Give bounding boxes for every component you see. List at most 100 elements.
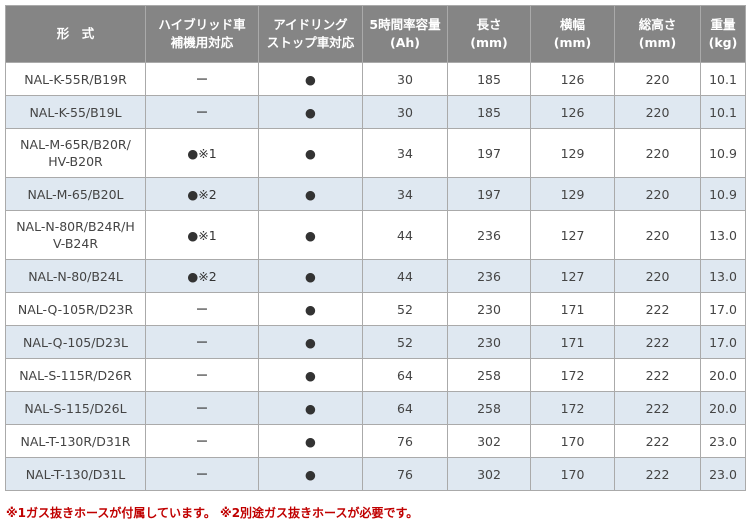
model-cell: NAL-K-55/B19L — [5, 95, 146, 129]
header-cell: 5時間率容量 (Ah) — [362, 5, 448, 63]
model-cell: NAL-K-55R/B19R — [5, 62, 146, 96]
cell: 222 — [614, 424, 701, 458]
cell: ● — [258, 457, 363, 491]
cell: 171 — [530, 292, 615, 326]
cell: 172 — [530, 391, 615, 425]
cell: 10.9 — [700, 128, 746, 178]
cell: 10.1 — [700, 62, 746, 96]
cell: 222 — [614, 391, 701, 425]
cell: 222 — [614, 292, 701, 326]
header-cell: ハイブリッド車 補機用対応 — [145, 5, 259, 63]
cell: 30 — [362, 62, 448, 96]
cell: 172 — [530, 358, 615, 392]
cell: 258 — [447, 391, 531, 425]
header-text: アイドリング — [273, 17, 348, 32]
cell: 34 — [362, 128, 448, 178]
table-body: NAL-K-55R/B19R ー ● 30 185 126 220 10.1 NAL-K-55/… — [5, 62, 746, 491]
model-cell: NAL-M-65/B20L — [5, 177, 146, 211]
cell: ー — [145, 95, 259, 129]
header-text: (Ah) — [390, 35, 420, 50]
cell: 126 — [530, 62, 615, 96]
header-cell: 重量 (kg) — [700, 5, 746, 63]
header-text: 長さ — [476, 17, 502, 32]
cell: ● — [258, 424, 363, 458]
cell: 222 — [614, 325, 701, 359]
table-row: NAL-Q-105R/D23R ー ● 52 230 171 222 17.0 — [5, 292, 746, 326]
model-cell: NAL-T-130R/D31R — [5, 424, 146, 458]
header-text: (mm) — [553, 35, 592, 50]
cell: 222 — [614, 358, 701, 392]
cell: 17.0 — [700, 325, 746, 359]
cell: 129 — [530, 128, 615, 178]
header-text: (kg) — [708, 35, 738, 50]
cell: 13.0 — [700, 210, 746, 260]
cell: 76 — [362, 457, 448, 491]
cell: ●※2 — [145, 259, 259, 293]
header-cell: アイドリング ストップ車対応 — [258, 5, 363, 63]
cell: ー — [145, 292, 259, 326]
cell: 220 — [614, 177, 701, 211]
cell: 20.0 — [700, 358, 746, 392]
cell: ー — [145, 424, 259, 458]
cell: 44 — [362, 210, 448, 260]
cell: 236 — [447, 259, 531, 293]
cell: ● — [258, 62, 363, 96]
footnote: ※1ガス抜きホースが付属しています。 ※2別途ガス抜きホースが必要です。 — [6, 506, 419, 520]
table-row: NAL-K-55/B19L ー ● 30 185 126 220 10.1 — [5, 95, 746, 129]
header-cell: 横幅 (mm) — [530, 5, 615, 63]
cell: 17.0 — [700, 292, 746, 326]
table-row: NAL-N-80/B24L ●※2 ● 44 236 127 220 13.0 — [5, 259, 746, 293]
cell: ー — [145, 62, 259, 96]
cell: 64 — [362, 391, 448, 425]
cell: 230 — [447, 325, 531, 359]
table-row: NAL-N-80R/B24R/HV-B24R ●※1 ● 44 236 127 220 13.… — [5, 210, 746, 260]
header-row: 形 式ハイブリッド車 補機用対応 アイドリング ストップ車対応 5時間率容量 (Ah) 長さ… — [5, 5, 746, 63]
cell: 220 — [614, 95, 701, 129]
model-cell: NAL-S-115/D26L — [5, 391, 146, 425]
model-cell: NAL-N-80R/B24R/HV-B24R — [5, 210, 146, 260]
cell: ● — [258, 259, 363, 293]
cell: 44 — [362, 259, 448, 293]
spec-table: 形 式ハイブリッド車 補機用対応 アイドリング ストップ車対応 5時間率容量 (Ah) 長さ… — [5, 5, 746, 491]
cell: 258 — [447, 358, 531, 392]
header-text: (mm) — [470, 35, 508, 50]
table-row: NAL-M-65R/B20R/HV-B20R ●※1 ● 34 197 129 220 10.… — [5, 128, 746, 178]
cell: 230 — [447, 292, 531, 326]
cell: 52 — [362, 292, 448, 326]
cell: ● — [258, 210, 363, 260]
table-row: NAL-T-130/D31L ー ● 76 302 170 222 23.0 — [5, 457, 746, 491]
cell: 10.1 — [700, 95, 746, 129]
cell: 185 — [447, 62, 531, 96]
model-cell: NAL-S-115R/D26R — [5, 358, 146, 392]
cell: 220 — [614, 210, 701, 260]
header-text: 補機用対応 — [170, 35, 234, 50]
cell: ● — [258, 292, 363, 326]
table-row: NAL-T-130R/D31R ー ● 76 302 170 222 23.0 — [5, 424, 746, 458]
cell: 23.0 — [700, 424, 746, 458]
cell: 52 — [362, 325, 448, 359]
header-text: 5時間率容量 — [369, 17, 441, 32]
model-cell: NAL-Q-105R/D23R — [5, 292, 146, 326]
cell: 76 — [362, 424, 448, 458]
cell: 170 — [530, 457, 615, 491]
model-cell: NAL-T-130/D31L — [5, 457, 146, 491]
cell: ー — [145, 457, 259, 491]
cell: ー — [145, 358, 259, 392]
cell: ●※2 — [145, 177, 259, 211]
cell: ー — [145, 325, 259, 359]
cell: ● — [258, 128, 363, 178]
cell: 220 — [614, 259, 701, 293]
cell: ● — [258, 358, 363, 392]
cell: ●※1 — [145, 210, 259, 260]
cell: 127 — [530, 210, 615, 260]
table-row: NAL-K-55R/B19R ー ● 30 185 126 220 10.1 — [5, 62, 746, 96]
cell: 30 — [362, 95, 448, 129]
cell: ● — [258, 177, 363, 211]
header-text: ハイブリッド車 — [158, 17, 246, 32]
cell: 222 — [614, 457, 701, 491]
cell: ●※1 — [145, 128, 259, 178]
table-row: NAL-S-115/D26L ー ● 64 258 172 222 20.0 — [5, 391, 746, 425]
header-text: ストップ車対応 — [266, 35, 355, 50]
cell: 23.0 — [700, 457, 746, 491]
